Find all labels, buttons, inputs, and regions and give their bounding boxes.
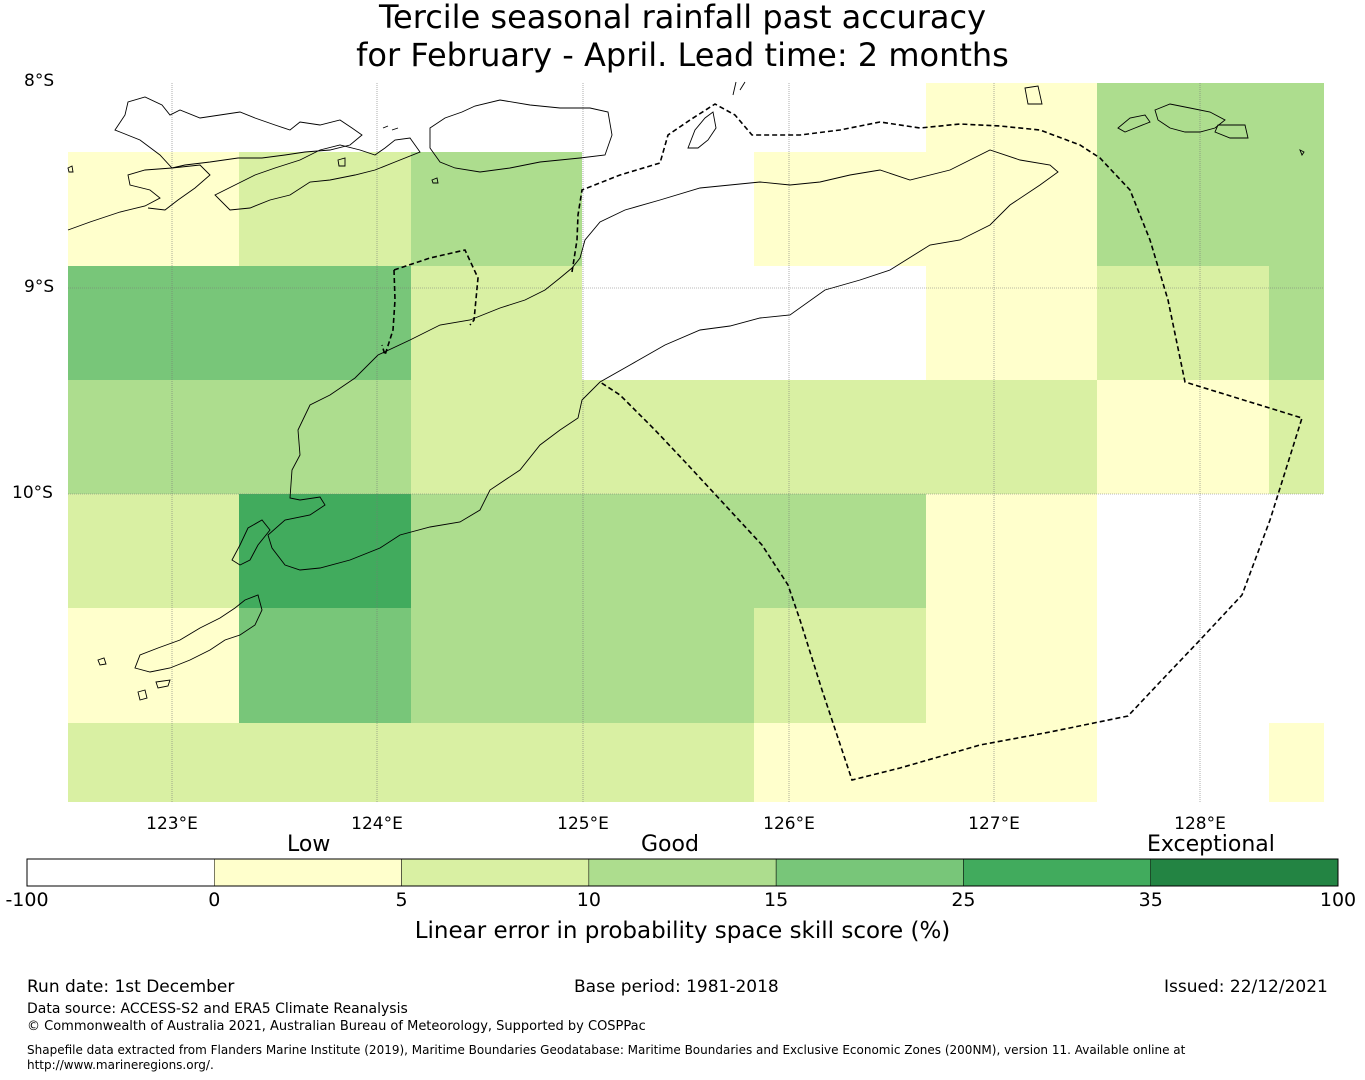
colorbar-cell [1150,858,1339,887]
colorbar-tick-label: 10 [576,889,601,911]
copyright: © Commonwealth of Australia 2021, Austra… [27,1019,646,1034]
base-period: Base period: 1981-2018 [574,977,779,997]
grid-cell [754,152,1097,266]
colorbar-cell [588,858,777,887]
skill-grid [68,83,1324,802]
title-line-2: for February - April. Lead time: 2 month… [356,36,1009,74]
lon-label-127e: 127°E [968,814,1020,834]
colorbar-tick-label: -100 [5,889,49,911]
colorbar-tick-label: 25 [951,889,976,911]
grid-cell [411,608,754,723]
lat-label-10s: 10°S [12,483,53,503]
grid-cell [411,152,582,266]
grid-cell [1269,266,1324,380]
grid-cell [1097,380,1269,494]
colorbar-title: Linear error in probability space skill … [414,918,951,944]
grid-cell [411,380,1097,494]
grid-cell [68,494,239,608]
grid-cell [926,494,1097,608]
grid-cell [68,380,411,494]
lon-label-123e: 123°E [146,814,198,834]
grid-cell [239,494,411,608]
grid-cell [1269,723,1324,802]
grid-cell [68,723,754,802]
issued-date: Issued: 22/12/2021 [1164,977,1328,997]
grid-cell [926,83,1097,152]
colorbar [26,858,1339,887]
category-exceptional: Exceptional [1147,832,1275,857]
colorbar-tick-label: 15 [764,889,789,911]
data-source: Data source: ACCESS-S2 and ERA5 Climate … [27,1001,408,1017]
colorbar-tick-label: 35 [1138,889,1163,911]
grid-cell [754,723,1097,802]
grid-cell [926,266,1097,380]
run-date: Run date: 1st December [27,977,235,997]
grid-cell [411,266,582,380]
grid-cell [68,608,239,723]
colorbar-tick-label: 0 [208,889,221,911]
grid-cell [239,152,411,266]
category-low: Low [287,832,331,857]
grid-cell [754,608,926,723]
title-line-1: Tercile seasonal rainfall past accuracy [378,0,987,36]
grid-cell [1097,152,1324,266]
grid-cell [926,608,1097,723]
grid-cell [1097,83,1324,152]
colorbar-cell [775,858,964,887]
grid-cell [411,494,926,608]
chart-title: Tercile seasonal rainfall past accuracy … [0,0,1365,74]
grid-cell [1097,266,1269,380]
lat-label-9s: 9°S [24,277,55,297]
colorbar-tick-label: 100 [1319,889,1357,911]
skill-map [67,81,1324,802]
shapefile-credit: Shapefile data extracted from Flanders M… [27,1043,1186,1072]
colorbar-cell [26,858,215,887]
grid-cell [239,608,411,723]
category-good: Good [641,832,699,857]
lat-label-8s: 8°S [24,71,55,91]
colorbar-cell [963,858,1151,887]
graticule [68,83,1324,802]
colorbar-tick-label: 5 [395,889,408,911]
colorbar-cell [401,858,590,887]
maritime-boundaries [381,103,1304,781]
colorbar-cell [214,858,402,887]
lon-label-125e: 125°E [557,814,609,834]
grid-cell [68,266,411,380]
lon-label-126e: 126°E [763,814,815,834]
lon-label-124e: 124°E [351,814,403,834]
lon-label-128e: 128°E [1174,814,1226,834]
coastlines [67,81,1305,701]
